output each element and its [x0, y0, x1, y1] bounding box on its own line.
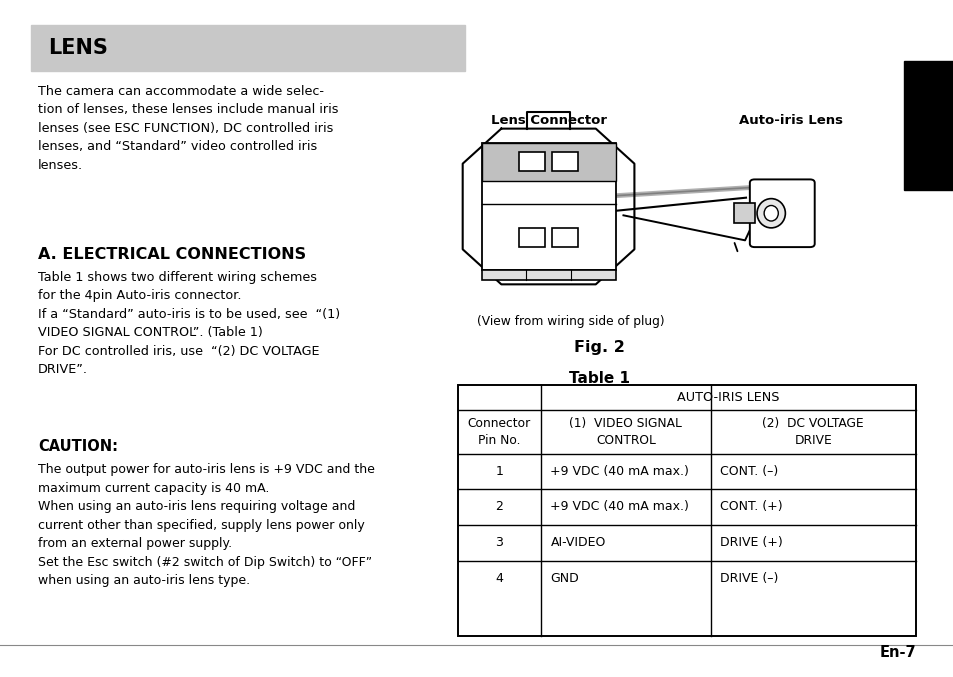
Text: AI-VIDEO: AI-VIDEO [550, 536, 605, 549]
Bar [518, 227, 544, 247]
Bar [552, 227, 578, 247]
Text: 3: 3 [495, 536, 503, 549]
Text: CAUTION:: CAUTION: [38, 439, 118, 454]
Text: LENS: LENS [48, 38, 108, 58]
Bar [552, 152, 578, 171]
FancyBboxPatch shape [733, 203, 754, 223]
Text: 4: 4 [495, 571, 503, 585]
Text: Table 1: Table 1 [568, 371, 629, 386]
Text: (View from wiring side of plug): (View from wiring side of plug) [476, 315, 663, 328]
Text: AUTO-IRIS LENS: AUTO-IRIS LENS [677, 391, 779, 404]
Text: En-7: En-7 [879, 645, 915, 660]
Bar [457, 385, 915, 636]
Text: The output power for auto-iris lens is +9 VDC and the
maximum current capacity i: The output power for auto-iris lens is +… [38, 463, 375, 587]
Bar [481, 143, 615, 181]
Text: The camera can accommodate a wide selec-
tion of lenses, these lenses include ma: The camera can accommodate a wide selec-… [38, 85, 338, 172]
Text: GND: GND [550, 571, 578, 585]
Text: +9 VDC (40 mA max.): +9 VDC (40 mA max.) [550, 500, 689, 513]
Ellipse shape [763, 206, 778, 221]
Text: Table 1 shows two different wiring schemes
for the 4pin Auto-iris connector.
If : Table 1 shows two different wiring schem… [38, 271, 340, 376]
Text: DRIVE (+): DRIVE (+) [720, 536, 782, 549]
Bar [481, 143, 615, 270]
Bar [903, 61, 953, 190]
Bar [481, 270, 615, 280]
Bar [30, 25, 464, 71]
Text: CONT. (+): CONT. (+) [720, 500, 782, 513]
FancyBboxPatch shape [749, 179, 814, 247]
Text: 1: 1 [495, 464, 503, 478]
Text: CONT. (–): CONT. (–) [720, 464, 778, 478]
Text: Auto-iris Lens: Auto-iris Lens [739, 114, 842, 127]
Text: +9 VDC (40 mA max.): +9 VDC (40 mA max.) [550, 464, 689, 478]
Text: 2: 2 [495, 500, 503, 513]
Bar [481, 143, 615, 181]
Ellipse shape [757, 198, 784, 228]
Text: Fig. 2: Fig. 2 [573, 340, 624, 355]
Text: DRIVE (–): DRIVE (–) [720, 571, 778, 585]
Text: (1)  VIDEO SIGNAL
CONTROL: (1) VIDEO SIGNAL CONTROL [569, 417, 681, 447]
Text: Connector
Pin No.: Connector Pin No. [467, 417, 531, 447]
Bar [518, 152, 544, 171]
Text: (2)  DC VOLTAGE
DRIVE: (2) DC VOLTAGE DRIVE [761, 417, 863, 447]
Text: A. ELECTRICAL CONNECTIONS: A. ELECTRICAL CONNECTIONS [38, 247, 306, 262]
Text: Lens Connector: Lens Connector [491, 114, 607, 127]
